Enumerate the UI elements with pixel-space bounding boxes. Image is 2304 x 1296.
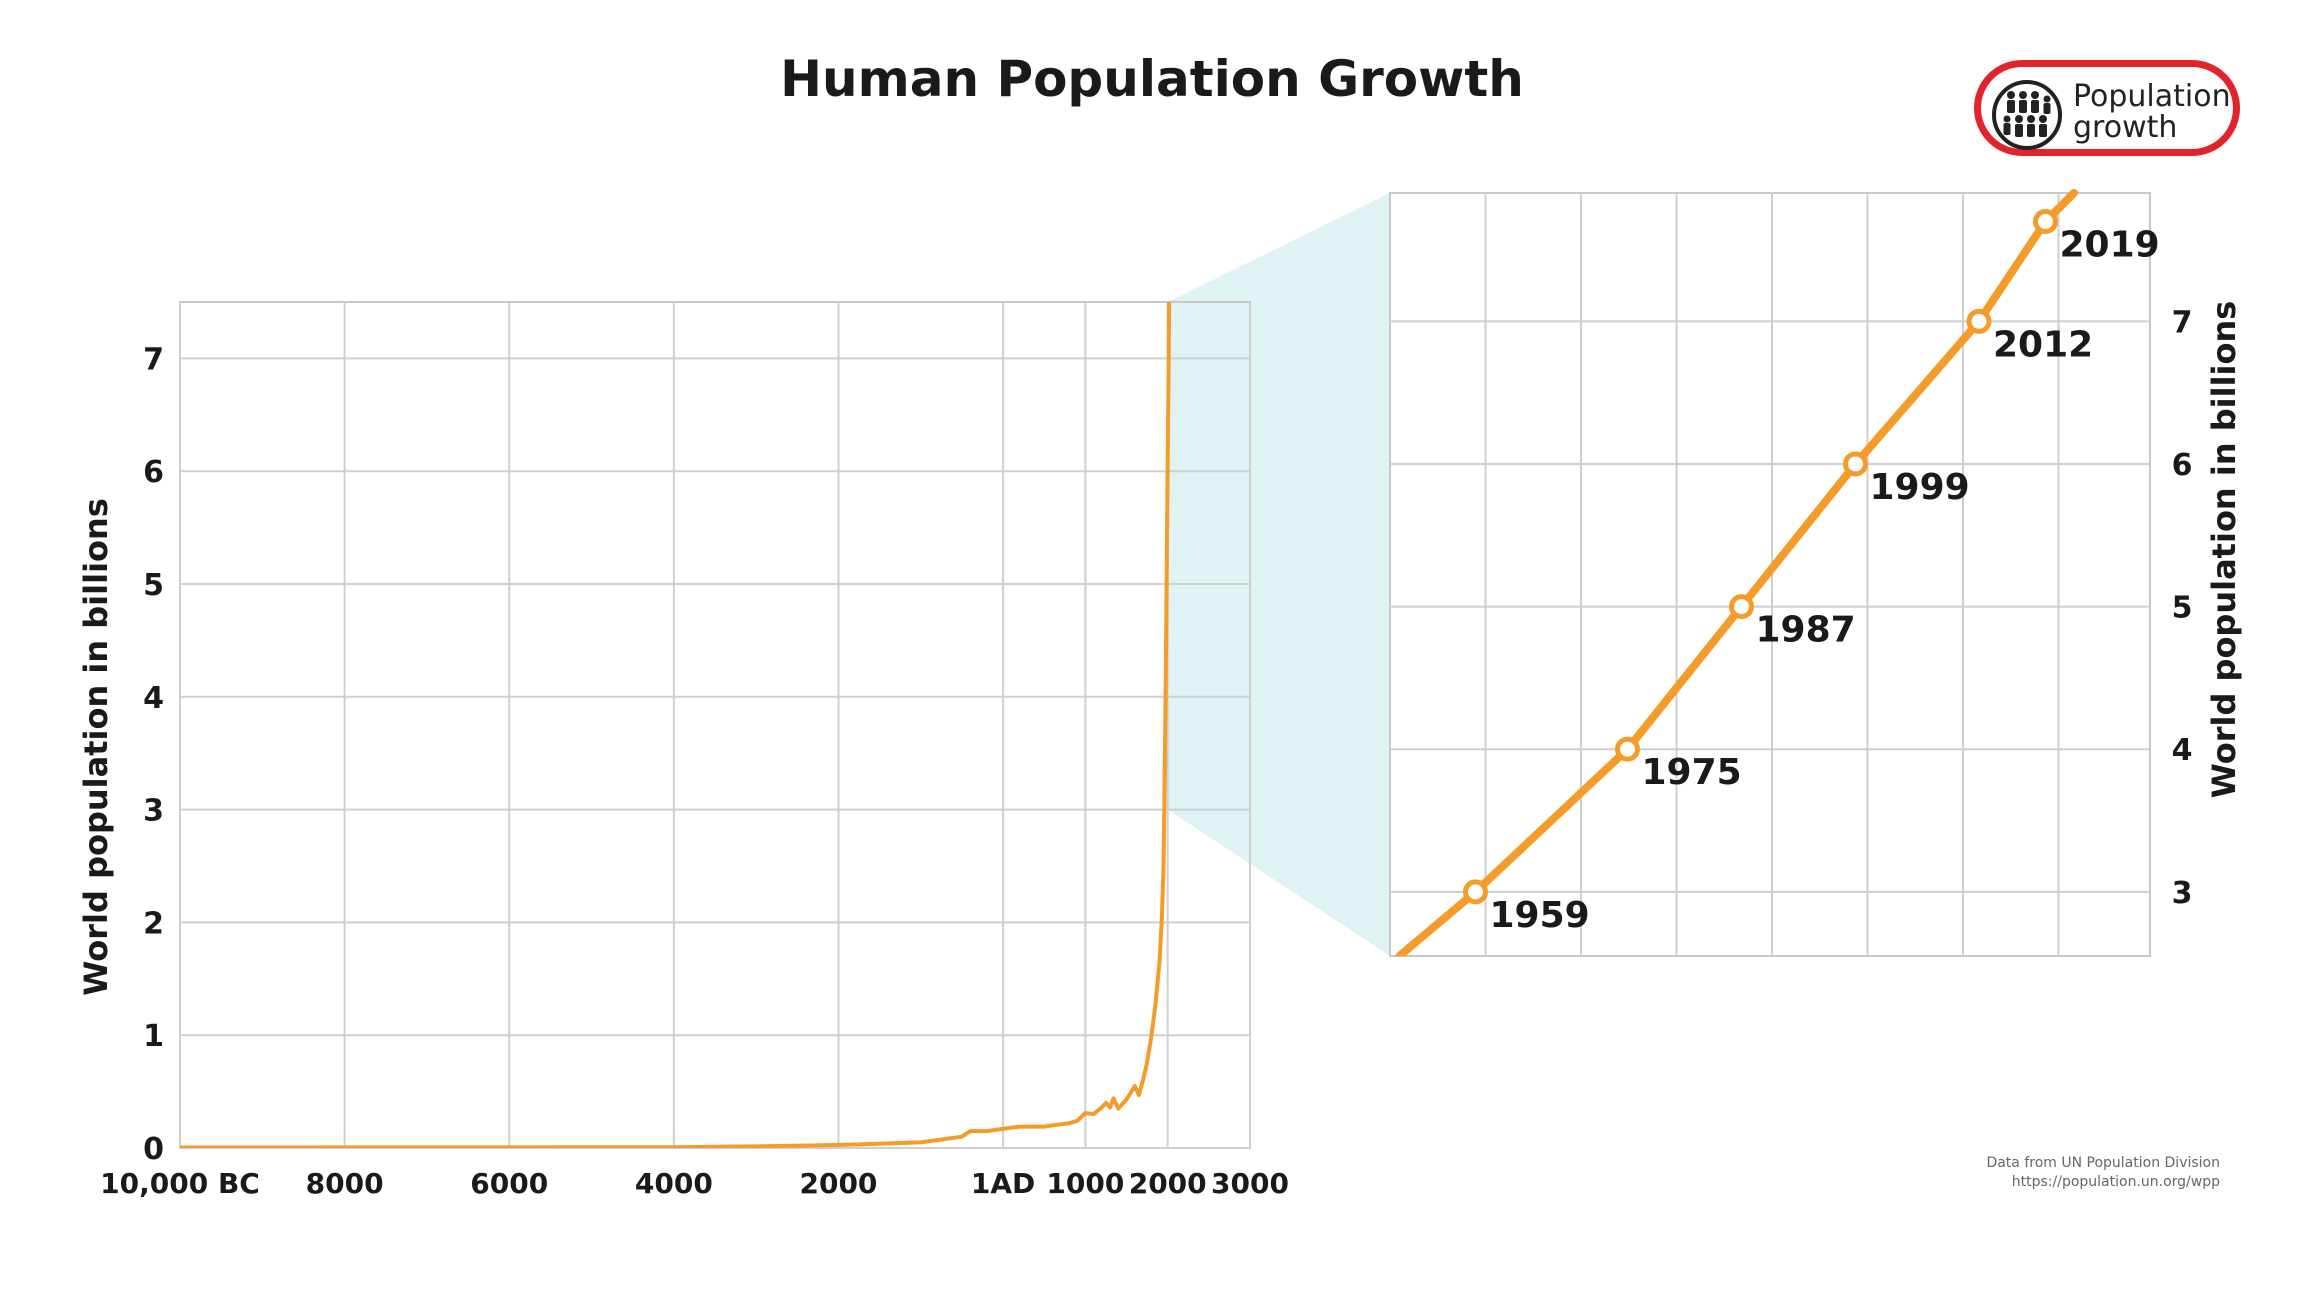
main-x-tick-label: 1AD bbox=[971, 1167, 1035, 1200]
main-plot-frame bbox=[179, 301, 1251, 1149]
zoom-y-tick-label: 4 bbox=[2172, 733, 2193, 768]
main-y-axis-title: World population in billions bbox=[77, 498, 115, 996]
main-y-tick-label: 1 bbox=[143, 1019, 164, 1054]
zoom-y-tick-label: 7 bbox=[2172, 305, 2193, 340]
logo-text: Population growth bbox=[2073, 81, 2231, 143]
chart-title: Human Population Growth bbox=[780, 50, 1524, 108]
main-y-tick-label: 0 bbox=[143, 1132, 164, 1167]
main-x-tick-label: 1000 bbox=[1046, 1167, 1124, 1200]
main-x-tick-label: 4000 bbox=[635, 1167, 713, 1200]
source-line-2: https://population.un.org/wpp bbox=[2011, 1174, 2220, 1190]
main-x-tick-label: 10,000 BC bbox=[100, 1167, 260, 1200]
main-y-tick-label: 6 bbox=[143, 455, 164, 490]
people-icon bbox=[1992, 80, 2062, 150]
main-y-tick-label: 2 bbox=[143, 906, 164, 941]
logo-line-1: Population bbox=[2073, 79, 2231, 114]
main-x-tick-label: 8000 bbox=[306, 1167, 384, 1200]
milestone-label: 2012 bbox=[1993, 324, 2093, 365]
milestone-marker bbox=[1615, 736, 1640, 762]
logo-line-2: growth bbox=[2073, 110, 2178, 145]
main-x-tick-label: 3000 bbox=[1211, 1167, 1289, 1200]
main-y-tick-label: 3 bbox=[143, 794, 164, 829]
main-population-line bbox=[180, 302, 1172, 1148]
milestone-label: 1959 bbox=[1490, 895, 1590, 936]
milestone-label: 1975 bbox=[1642, 752, 1742, 793]
source-line-1: Data from UN Population Division bbox=[1986, 1155, 2220, 1171]
milestone-label: 1987 bbox=[1756, 610, 1856, 651]
milestone-label: 1999 bbox=[1870, 467, 1970, 508]
main-x-tick-label: 2000 bbox=[1129, 1167, 1207, 1200]
milestone-marker bbox=[2033, 209, 2058, 235]
milestone-marker bbox=[1966, 308, 1992, 334]
milestone-label: 2019 bbox=[2060, 225, 2160, 266]
zoom-population-line bbox=[1395, 189, 2078, 956]
zoom-y-tick-label: 3 bbox=[2172, 876, 2193, 911]
main-y-tick-label: 7 bbox=[143, 342, 164, 377]
zoom-connector bbox=[1167, 193, 1390, 956]
zoom-y-tick-label: 5 bbox=[2172, 591, 2193, 626]
milestone-marker bbox=[1463, 879, 1488, 905]
milestone-marker bbox=[1843, 451, 1868, 477]
main-y-tick-label: 5 bbox=[143, 568, 164, 603]
milestone-marker bbox=[1729, 594, 1754, 620]
zoom-y-axis-title: World population in billions bbox=[2205, 301, 2243, 799]
population-growth-logo: Population growth bbox=[1974, 60, 2240, 156]
main-x-tick-label: 2000 bbox=[799, 1167, 877, 1200]
main-x-tick-label: 6000 bbox=[470, 1167, 548, 1200]
zoom-y-tick-label: 6 bbox=[2172, 448, 2193, 483]
main-y-tick-label: 4 bbox=[143, 681, 164, 716]
source-note: Data from UN Population Division https:/… bbox=[1986, 1154, 2220, 1192]
